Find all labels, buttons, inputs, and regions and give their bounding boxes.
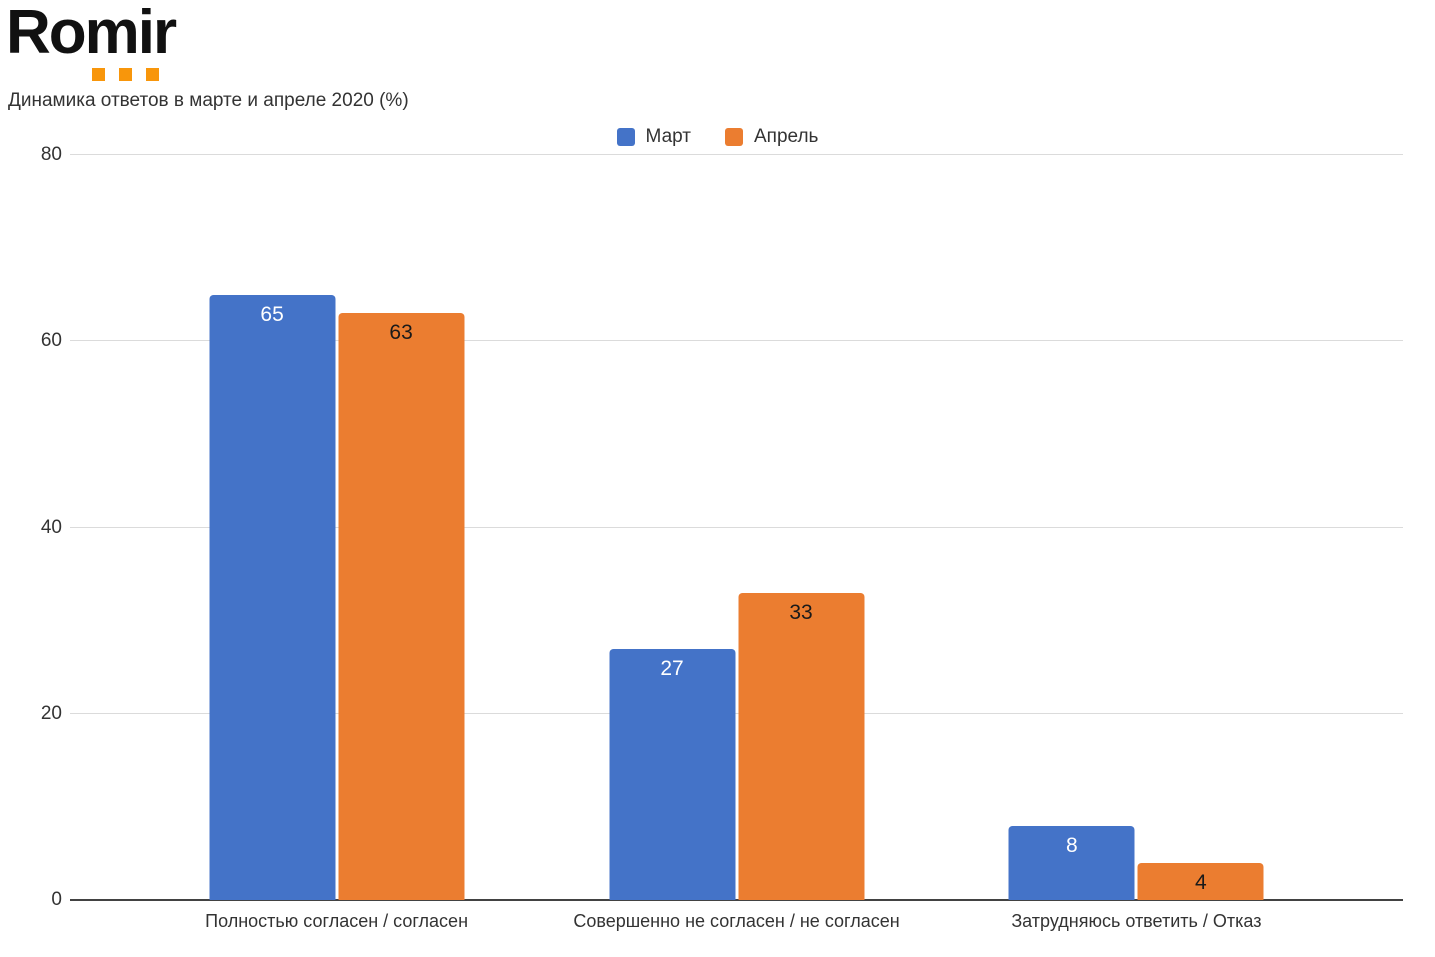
- y-axis-tick-label: 0: [51, 889, 62, 910]
- y-axis-tick-label: 20: [40, 702, 62, 724]
- gridline: [70, 712, 1403, 714]
- romir-logo: Romir: [6, 0, 177, 67]
- bar-value-label: 4: [1195, 870, 1207, 894]
- legend-item-series1: Март: [616, 126, 691, 148]
- gridline: [70, 526, 1403, 528]
- bar-series1-cat1: 65: [209, 294, 336, 900]
- logo-dot: [146, 68, 159, 81]
- bar-value-label: 33: [789, 600, 813, 624]
- x-axis-category-label: Полностью согласен / согласен: [205, 911, 469, 931]
- gridline: [70, 340, 1403, 342]
- bar-series2-cat1: 63: [338, 313, 465, 900]
- bar-value-label: 27: [660, 656, 684, 680]
- bar-series1-cat2: 27: [609, 648, 735, 900]
- legend-swatch: [725, 128, 743, 146]
- legend: Март Апрель: [0, 126, 1435, 148]
- logo-dot: [92, 68, 105, 81]
- legend-item-series2: Апрель: [725, 126, 818, 148]
- bar-series1-cat3: 8: [1008, 825, 1135, 900]
- y-axis: 0 20 40 60 80: [0, 144, 62, 910]
- bar-value-label: 65: [260, 302, 284, 326]
- logo-dot: [119, 68, 132, 81]
- bar-group-1: 65 63: [209, 155, 465, 900]
- bar-value-label: 8: [1066, 833, 1078, 857]
- chart-title: Динамика ответов в марте и апреле 2020 (…: [8, 90, 409, 111]
- legend-swatch: [616, 128, 635, 146]
- legend-label: Март: [645, 126, 691, 147]
- x-axis-line: [70, 899, 1403, 901]
- bar-group-2: 27 33: [609, 155, 864, 900]
- x-axis-category-label: Затрудняюсь ответить / Отказ: [1011, 911, 1262, 931]
- y-axis-tick-label: 60: [40, 330, 62, 352]
- y-axis-tick-label: 80: [40, 144, 62, 165]
- bar-series2-cat3: 4: [1137, 862, 1264, 900]
- romir-logo-dots: [92, 68, 159, 81]
- chart-plot: 65 63 Полностью согласен / согласен 27 33 Сов…: [70, 154, 1403, 931]
- legend-label: Апрель: [754, 126, 819, 147]
- y-axis-tick-label: 40: [40, 516, 62, 538]
- x-axis-category-label: Совершенно не согласен / не согласен: [573, 911, 900, 931]
- bar-series2-cat2: 33: [738, 592, 864, 900]
- bar-value-label: 63: [389, 321, 413, 345]
- gridline: [70, 154, 1403, 155]
